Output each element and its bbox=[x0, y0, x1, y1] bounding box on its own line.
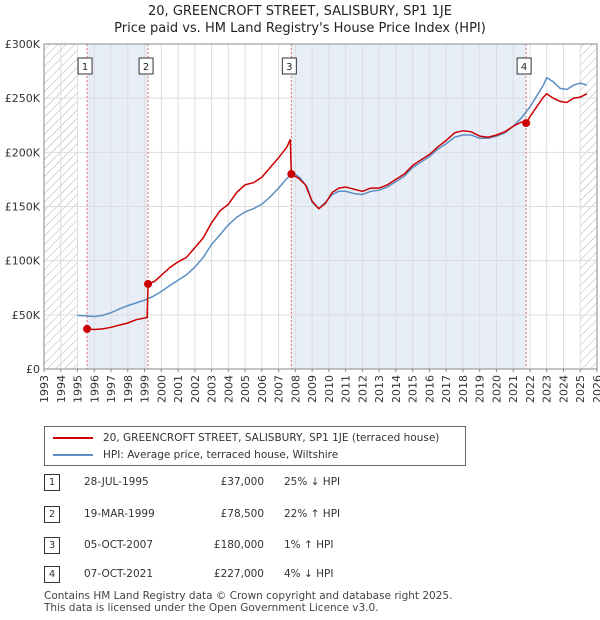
transaction-date: 07-OCT-2021 bbox=[84, 568, 153, 580]
x-tick-label: 1995 bbox=[72, 375, 85, 403]
x-tick-label: 2004 bbox=[222, 375, 235, 403]
transaction-hpi: 25% ↓ HPI bbox=[284, 476, 341, 488]
x-tick-label: 1993 bbox=[38, 375, 51, 403]
transaction-price: £227,000 bbox=[213, 568, 264, 580]
transaction-number: 1 bbox=[44, 474, 60, 491]
x-tick-label: 2008 bbox=[289, 375, 302, 403]
x-tick-label: 2005 bbox=[239, 375, 252, 403]
sale-point bbox=[83, 324, 92, 333]
y-tick-label: £150K bbox=[5, 201, 41, 214]
transaction-date: 19-MAR-1999 bbox=[84, 508, 155, 520]
x-tick-label: 2013 bbox=[373, 375, 386, 403]
x-tick-label: 2025 bbox=[574, 375, 587, 403]
sale-number-label: 2 bbox=[143, 62, 149, 73]
x-tick-label: 2026 bbox=[591, 375, 600, 403]
transaction-number: 3 bbox=[44, 537, 60, 554]
price-chart: 1 2 3 4 £0 £50K £100K £150K £200K £250K £300K 1993 1… bbox=[5, 38, 600, 403]
x-tick-label: 2023 bbox=[541, 375, 554, 403]
transaction-date: 28-JUL-1995 bbox=[84, 476, 149, 488]
x-tick-label: 1994 bbox=[55, 375, 68, 403]
transaction-price: £180,000 bbox=[213, 539, 264, 551]
transaction-price: £37,000 bbox=[220, 476, 264, 488]
x-tick-label: 1998 bbox=[122, 375, 135, 403]
y-tick-label: £0 bbox=[26, 363, 40, 376]
sale-number-label: 3 bbox=[286, 62, 292, 73]
transaction-price: £78,500 bbox=[220, 508, 264, 520]
chart-legend: 20, GREENCROFT STREET, SALISBURY, SP1 1J… bbox=[44, 426, 466, 466]
transaction-hpi: 4% ↓ HPI bbox=[284, 568, 334, 580]
plot-border bbox=[43, 43, 598, 370]
legend-property-line bbox=[53, 437, 93, 439]
x-tick-label: 2022 bbox=[524, 375, 537, 403]
sale-number-label: 4 bbox=[521, 62, 527, 73]
y-tick-label: £50K bbox=[12, 309, 41, 322]
y-tick-label: £250K bbox=[5, 92, 41, 105]
x-tick-label: 1996 bbox=[88, 375, 101, 403]
x-tick-label: 1999 bbox=[139, 375, 152, 403]
sale-point bbox=[522, 119, 531, 128]
sale-number-box bbox=[516, 57, 532, 75]
x-tick-label: 2003 bbox=[206, 375, 219, 403]
x-tick-label: 2014 bbox=[390, 375, 403, 403]
x-tick-label: 2007 bbox=[273, 375, 286, 403]
footer-license: This data is licensed under the Open Gov… bbox=[44, 602, 379, 614]
legend-property: 20, GREENCROFT STREET, SALISBURY, SP1 1J… bbox=[53, 430, 439, 446]
x-tick-label: 2015 bbox=[407, 375, 420, 403]
x-tick-label: 1997 bbox=[105, 375, 118, 403]
x-tick-label: 2011 bbox=[340, 375, 353, 403]
x-tick-label: 2024 bbox=[557, 375, 570, 403]
sale-number-label: 1 bbox=[82, 62, 88, 73]
x-tick-label: 2017 bbox=[440, 375, 453, 403]
legend-hpi-line bbox=[53, 454, 93, 456]
x-tick-label: 2012 bbox=[356, 375, 369, 403]
x-tick-label: 2010 bbox=[323, 375, 336, 403]
x-tick-label: 2000 bbox=[155, 375, 168, 403]
y-tick-label: £300K bbox=[5, 38, 41, 51]
footer-copyright: Contains HM Land Registry data © Crown c… bbox=[44, 590, 453, 602]
x-tick-label: 2020 bbox=[490, 375, 503, 403]
y-tick-label: £100K bbox=[5, 255, 41, 268]
sale-number-box bbox=[281, 57, 297, 75]
legend-hpi-label: HPI: Average price, terraced house, Wilt… bbox=[103, 449, 339, 461]
transaction-number: 4 bbox=[44, 566, 60, 583]
chart-subtitle: Price paid vs. HM Land Registry's House … bbox=[114, 21, 486, 36]
transaction-hpi: 1% ↑ HPI bbox=[284, 539, 334, 551]
legend-hpi: HPI: Average price, terraced house, Wilt… bbox=[53, 447, 338, 463]
x-tick-label: 2006 bbox=[256, 375, 269, 403]
legend-property-label: 20, GREENCROFT STREET, SALISBURY, SP1 1J… bbox=[103, 432, 440, 444]
x-tick-label: 2021 bbox=[507, 375, 520, 403]
sale-number-box bbox=[77, 57, 93, 75]
chart-title: 20, GREENCROFT STREET, SALISBURY, SP1 1J… bbox=[148, 4, 452, 19]
sale-number-box bbox=[138, 57, 154, 75]
y-tick-label: £200K bbox=[5, 146, 41, 159]
x-tick-label: 2002 bbox=[189, 375, 202, 403]
sale-point bbox=[144, 279, 153, 288]
transaction-hpi: 22% ↑ HPI bbox=[284, 508, 341, 520]
sale-point bbox=[287, 170, 296, 178]
x-tick-label: 2001 bbox=[172, 375, 185, 403]
property-price-line bbox=[87, 92, 588, 331]
x-tick-label: 2019 bbox=[474, 375, 487, 403]
transaction-date: 05-OCT-2007 bbox=[84, 539, 153, 551]
transaction-number: 2 bbox=[44, 506, 60, 523]
x-tick-label: 2016 bbox=[423, 375, 436, 403]
x-tick-label: 2018 bbox=[457, 375, 470, 403]
x-tick-label: 2009 bbox=[306, 375, 319, 403]
